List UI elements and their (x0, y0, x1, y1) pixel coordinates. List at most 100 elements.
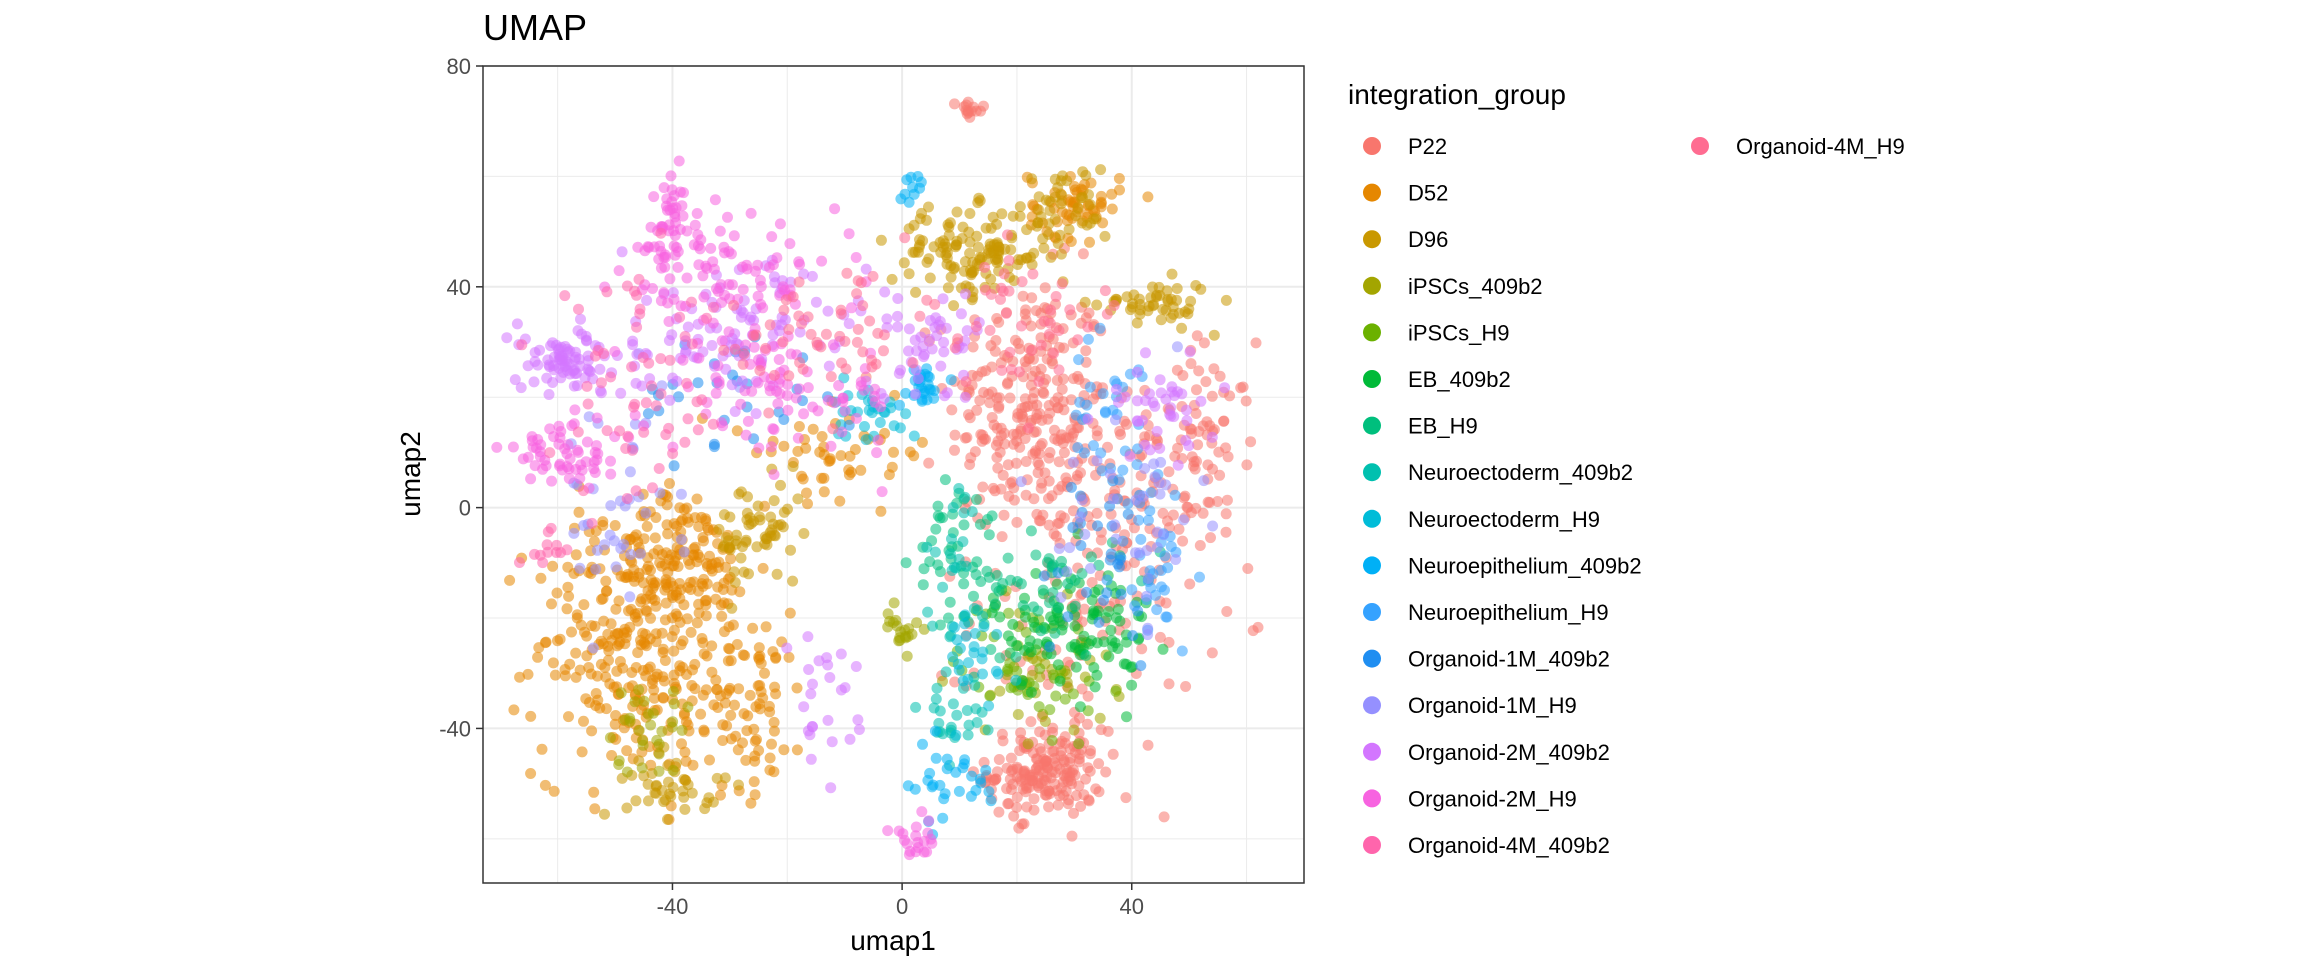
data-point (923, 457, 935, 469)
data-point (1025, 320, 1037, 332)
data-point (983, 786, 995, 798)
data-point (733, 779, 744, 791)
data-point (586, 725, 598, 737)
data-point (946, 404, 958, 416)
data-point (909, 334, 921, 346)
data-point (755, 298, 767, 310)
data-point (541, 539, 553, 551)
data-point (698, 535, 709, 547)
data-point (1136, 643, 1148, 655)
data-point (1073, 354, 1085, 366)
data-point (822, 714, 834, 726)
data-point (711, 772, 723, 784)
data-point (1120, 792, 1132, 804)
data-point (994, 652, 1006, 664)
data-point (572, 325, 584, 337)
data-point (937, 812, 949, 824)
y-tick-label: 0 (459, 496, 471, 521)
data-point (1183, 440, 1195, 452)
data-point (1095, 164, 1107, 176)
data-point (874, 417, 886, 428)
data-point (770, 652, 782, 664)
data-point (957, 536, 969, 548)
data-point (1114, 615, 1126, 627)
data-point (1198, 475, 1210, 487)
data-point (773, 354, 785, 365)
data-point (1001, 378, 1013, 390)
data-point (677, 210, 689, 222)
data-point (603, 654, 614, 666)
data-point (1043, 553, 1055, 565)
data-point (923, 333, 935, 345)
data-point (693, 598, 705, 610)
data-point (537, 463, 549, 475)
data-point (1025, 686, 1037, 698)
data-point (1109, 637, 1121, 649)
data-point (771, 385, 782, 397)
series-Neuroectoderm_409b2 (910, 483, 994, 771)
data-point (952, 333, 964, 345)
data-point (682, 413, 694, 425)
data-point (912, 837, 924, 848)
data-point (1073, 738, 1085, 750)
data-point (1053, 543, 1065, 554)
data-point (626, 361, 638, 373)
data-point (963, 719, 975, 731)
data-point (953, 483, 965, 494)
plot-panel-border (482, 65, 1305, 884)
data-point (1004, 346, 1016, 358)
data-point (711, 684, 723, 695)
data-point (1024, 775, 1036, 786)
data-point (921, 363, 933, 375)
data-point (639, 245, 651, 257)
data-point (643, 795, 654, 807)
data-point (536, 743, 548, 755)
data-point (1240, 395, 1252, 407)
data-point (637, 627, 649, 639)
data-point (1163, 466, 1175, 478)
data-point (676, 724, 688, 736)
data-point (835, 304, 847, 316)
data-point (1124, 450, 1136, 462)
data-point (664, 394, 676, 406)
data-point (1076, 494, 1088, 506)
data-point (1075, 800, 1087, 812)
data-point (1084, 199, 1096, 211)
data-point (509, 374, 521, 386)
data-point (1165, 541, 1177, 552)
data-point (985, 222, 997, 234)
data-point (749, 789, 761, 801)
data-point (715, 789, 726, 801)
data-point (1025, 345, 1037, 356)
data-point (700, 684, 712, 696)
data-point (958, 507, 970, 519)
data-point (929, 725, 941, 737)
data-point (1157, 507, 1169, 519)
data-point (1131, 415, 1143, 427)
data-point (1052, 238, 1064, 249)
data-point (1054, 763, 1066, 775)
data-point (1155, 581, 1167, 593)
data-point (783, 651, 795, 663)
data-point (1242, 563, 1254, 574)
data-point (532, 651, 544, 663)
data-point (796, 470, 808, 482)
data-point (1011, 516, 1023, 528)
data-point (615, 687, 627, 699)
data-point (568, 380, 580, 392)
data-point (627, 444, 638, 456)
data-point (1072, 334, 1084, 346)
data-point (638, 695, 650, 707)
data-point (595, 387, 607, 399)
data-point (597, 519, 609, 531)
data-point (711, 283, 722, 295)
data-point (1038, 242, 1050, 254)
data-point (922, 606, 934, 618)
data-point (855, 380, 867, 392)
data-point (1135, 533, 1147, 545)
data-point (797, 363, 809, 375)
data-point (1177, 535, 1189, 547)
data-point (679, 746, 691, 758)
data-point (672, 261, 684, 273)
chart-title: UMAP (483, 7, 587, 48)
